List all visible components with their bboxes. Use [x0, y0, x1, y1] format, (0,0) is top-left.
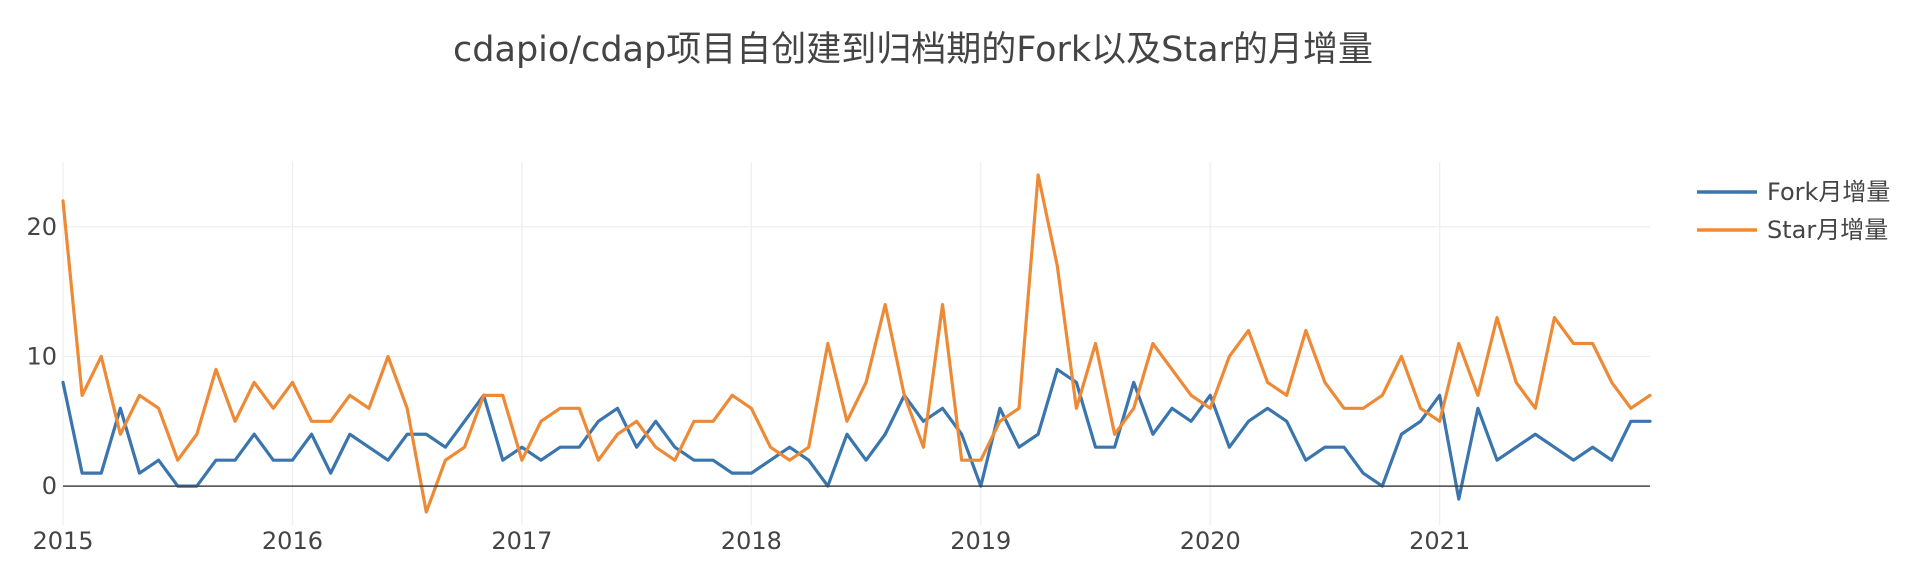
series-lines [61, 173, 1652, 514]
x-tick-label: 2015 [32, 527, 93, 555]
x-tick-label: 2017 [491, 527, 552, 555]
y-tick-label: 0 [42, 472, 57, 500]
x-tick-label: 2020 [1180, 527, 1241, 555]
legend[interactable]: Fork月增量 Star月增量 [1697, 178, 1890, 244]
chart-title: cdapio/cdap项目自创建到归档期的Fork以及Star的月增量 [453, 30, 1373, 70]
axes: 2015 2016 2017 2018 2019 2020 2021 0 10 20 [26, 213, 1650, 555]
y-tick-label: 10 [26, 342, 57, 370]
grid [62, 162, 1650, 525]
x-tick-label: 2019 [950, 527, 1011, 555]
series-line-fork [61, 367, 1652, 501]
x-tick-label: 2016 [262, 527, 323, 555]
x-tick-label: 2021 [1409, 527, 1470, 555]
legend-label: Fork月增量 [1767, 178, 1890, 206]
series-line-star [61, 173, 1652, 514]
legend-label: Star月增量 [1767, 216, 1888, 244]
y-tick-label: 20 [26, 213, 57, 241]
x-tick-label: 2018 [721, 527, 782, 555]
legend-item-star[interactable]: Star月增量 [1697, 216, 1888, 244]
legend-item-fork[interactable]: Fork月增量 [1697, 178, 1890, 206]
